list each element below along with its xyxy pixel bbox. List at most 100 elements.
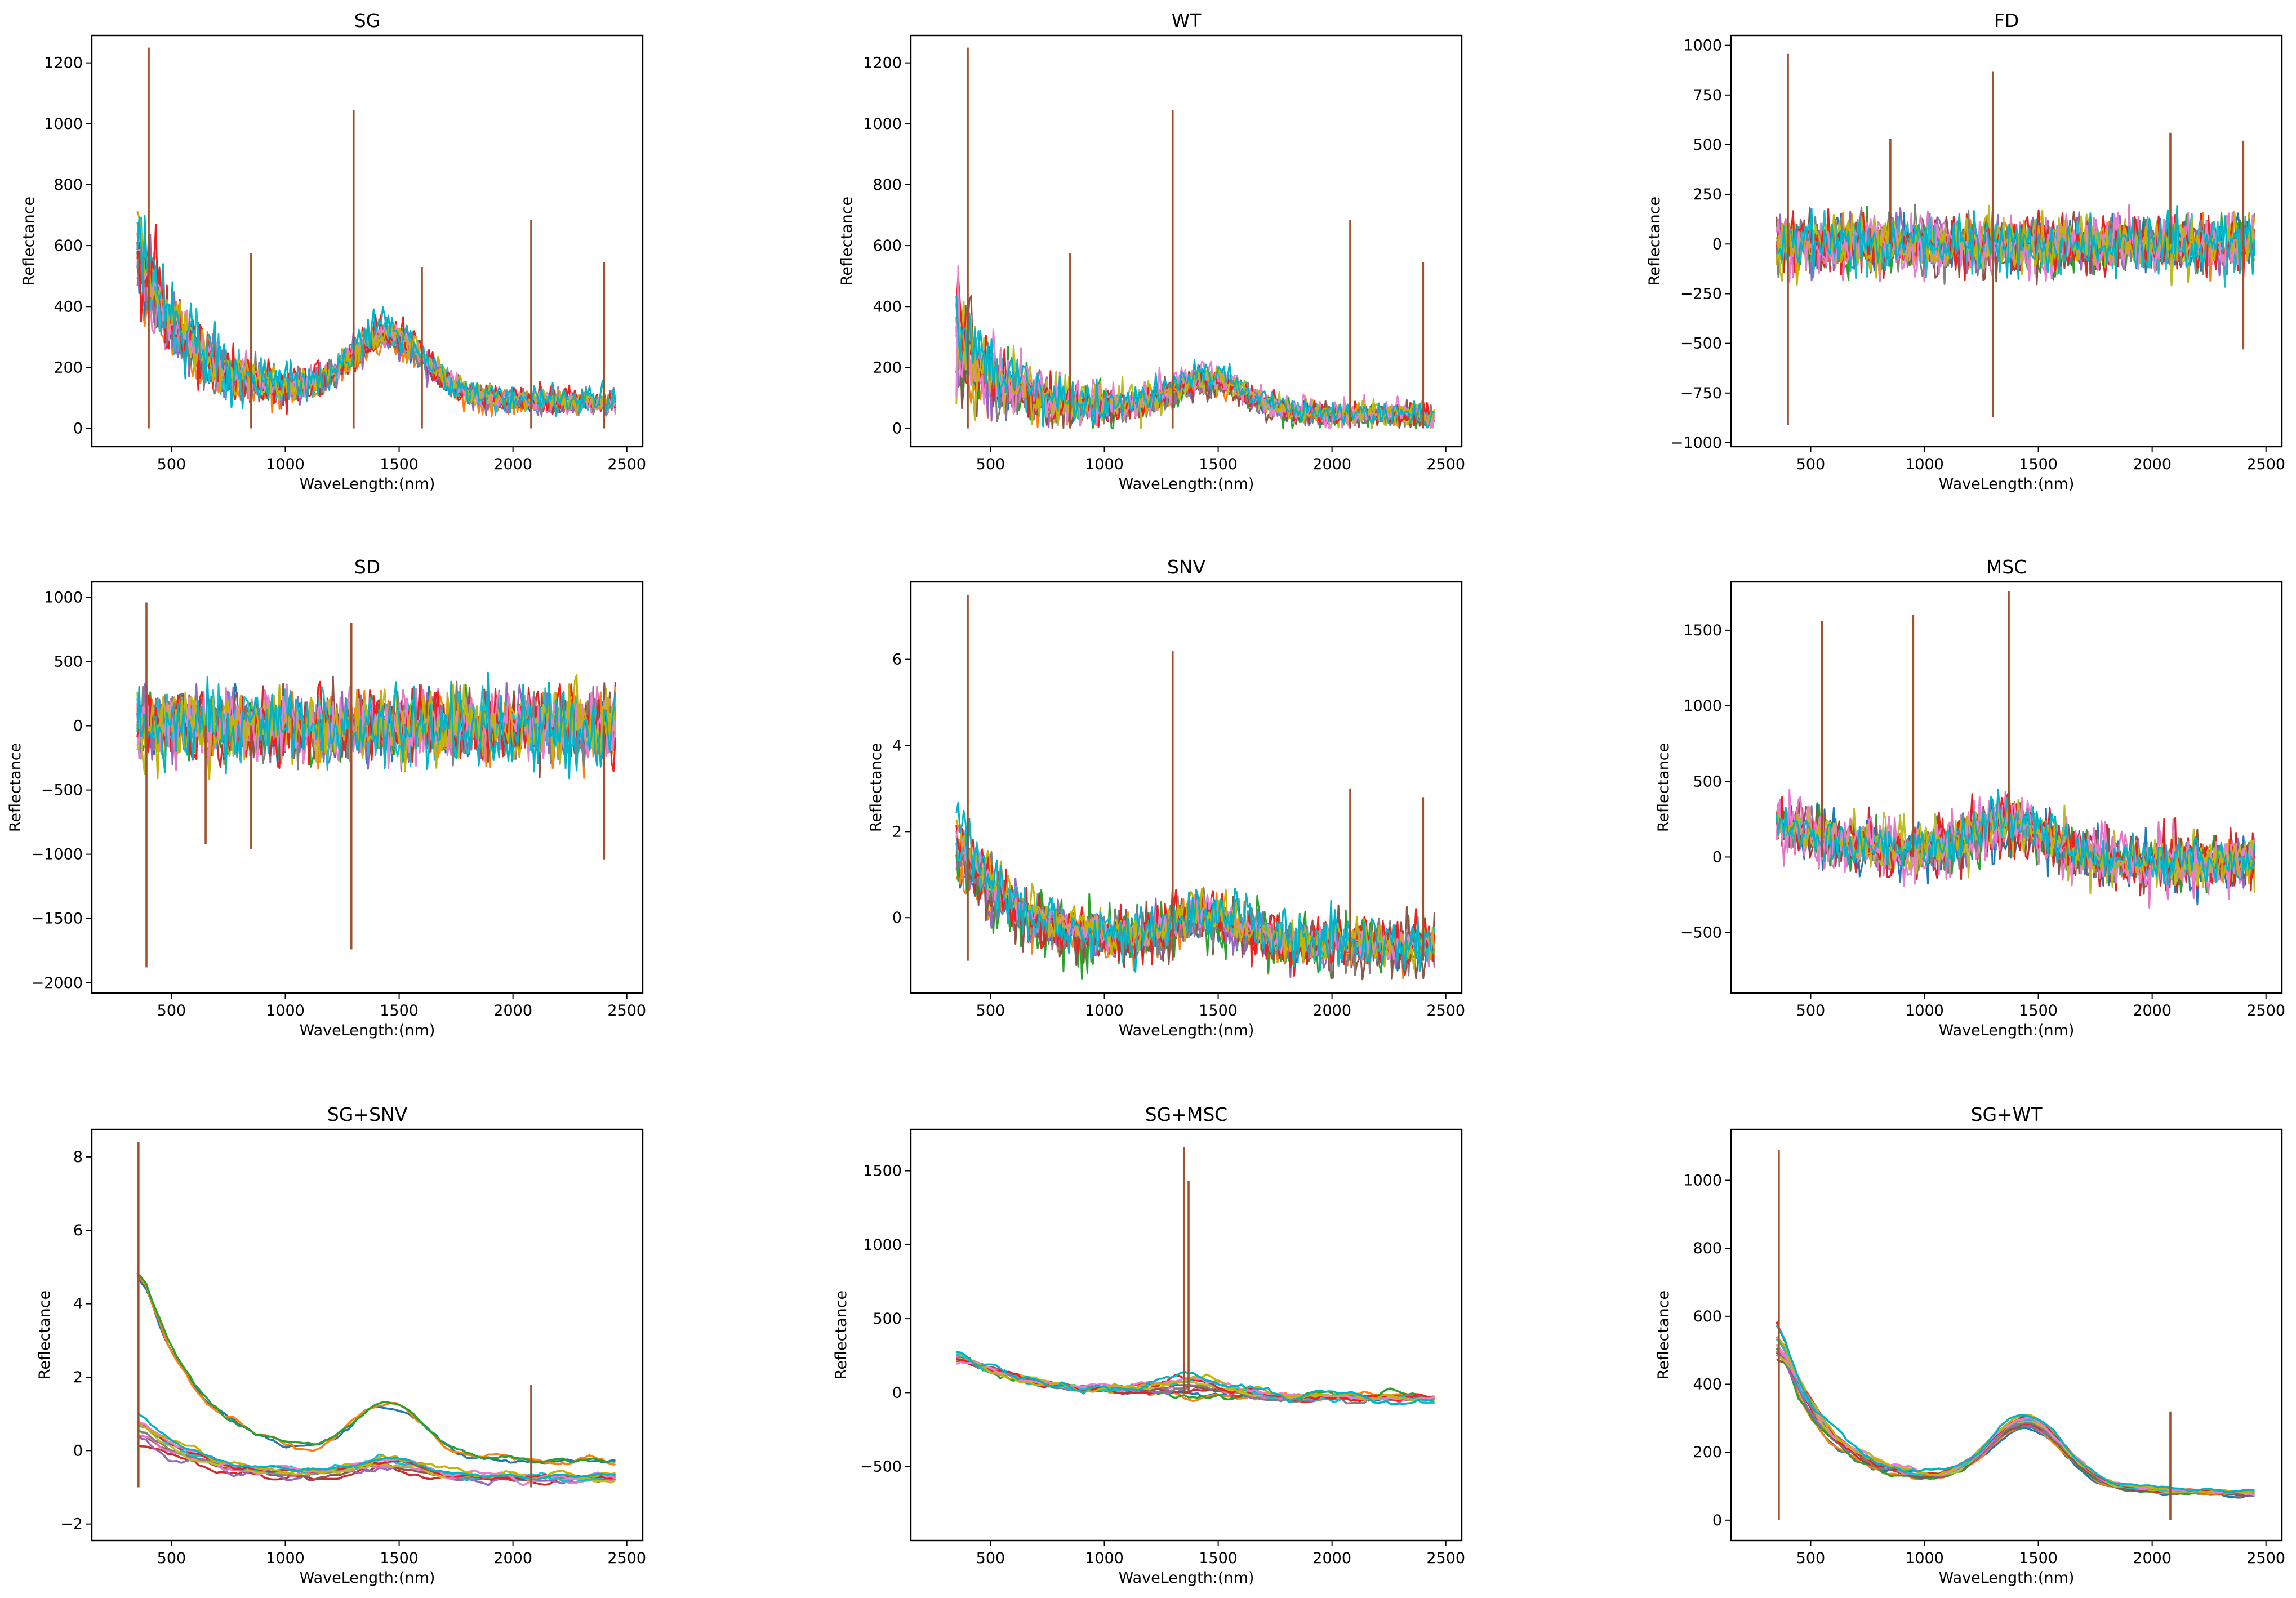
x-axis-label: WaveLength:(nm) <box>1119 1569 1254 1587</box>
series-line-2 <box>136 1272 616 1466</box>
y-tick-label: 800 <box>1693 1240 1722 1257</box>
series-line-14 <box>136 1412 616 1481</box>
panel-sd: SD 500 1000 1500 2000 2500 −2000 −1500 −1000 −50… <box>7 556 646 1039</box>
x-tick-label: 1000 <box>1085 456 1124 473</box>
x-tick-label: 1500 <box>1199 1550 1238 1567</box>
y-tick-label: −1500 <box>32 910 83 928</box>
x-tick-label: 2000 <box>1312 1550 1351 1567</box>
plot-frame <box>910 34 1463 448</box>
series-line-12 <box>956 1361 1435 1401</box>
panel-msc: MSC 500 1000 1500 2000 2500−500050010001500 … <box>1655 556 2285 1039</box>
y-tick-label: 500 <box>1693 773 1722 790</box>
y-tick-label: 400 <box>873 298 902 315</box>
series-line-14 <box>956 1351 1435 1405</box>
tick-layer: 500 1000 1500 2000 2500 −1000 −750 −500 −250 0 250… <box>1671 37 2285 473</box>
series-line-14 <box>1776 204 2255 280</box>
x-tick-label: 1500 <box>1199 1002 1238 1020</box>
x-tick-label: 1500 <box>380 1002 419 1020</box>
series-layer <box>136 671 616 781</box>
series-layer <box>1776 1321 2255 1499</box>
y-tick-label: 1000 <box>1683 1172 1722 1189</box>
x-axis-label: WaveLength:(nm) <box>1939 1569 2075 1587</box>
y-tick-label: 500 <box>1693 136 1722 154</box>
x-tick-label: 2000 <box>493 1002 532 1020</box>
y-tick-label: −500 <box>1680 924 1722 942</box>
y-tick-label: 500 <box>873 1310 902 1328</box>
x-tick-label: 2000 <box>2133 1002 2172 1020</box>
x-axis-label: WaveLength:(nm) <box>1119 1022 1254 1039</box>
panel-sg: SG 500 1000 1500 2000 2500 0 200 400 600 800 1000 1… <box>20 10 646 493</box>
x-tick-label: 2000 <box>493 1550 532 1567</box>
series-line-14 <box>1776 789 2255 886</box>
series-line-13 <box>955 1351 1435 1402</box>
x-axis-label: WaveLength:(nm) <box>1939 1022 2075 1039</box>
spike-layer <box>967 47 1425 429</box>
chart-title: SD <box>354 556 380 578</box>
y-tick-label: 0 <box>1712 848 1722 866</box>
y-tick-label: 8 <box>73 1149 83 1166</box>
x-axis-label: WaveLength:(nm) <box>300 1022 435 1039</box>
x-tick-label: 1000 <box>1905 1550 1944 1567</box>
x-tick-label: 500 <box>976 456 1005 473</box>
x-tick-label: 1500 <box>2019 1550 2058 1567</box>
tick-layer: 500 1000 1500 2000 2500 −500 0 500 1000 1500 <box>1680 622 2285 1020</box>
panel-wt: WT 500 1000 1500 2000 2500 0 200 400 600 800 1000 1… <box>838 10 1465 493</box>
y-tick-label: 0 <box>73 420 83 438</box>
y-tick-label: 250 <box>1693 186 1722 203</box>
y-tick-label: 1200 <box>44 55 83 72</box>
series-layer <box>136 211 616 417</box>
series-line-13 <box>136 674 616 781</box>
y-tick-label: 600 <box>54 237 83 255</box>
x-tick-label: 500 <box>1796 1002 1826 1020</box>
spike-layer <box>1821 591 2010 857</box>
series-line-14 <box>955 802 1435 973</box>
series-line-9 <box>136 1422 616 1484</box>
series-line-14 <box>136 215 616 417</box>
y-tick-label: 750 <box>1693 87 1722 104</box>
y-tick-label: 400 <box>54 298 83 315</box>
y-tick-label: −250 <box>1680 285 1722 302</box>
x-tick-label: 2500 <box>2246 1002 2285 1020</box>
tick-layer: 500 1000 1500 2000 2500 0 2 4 6 <box>892 651 1465 1020</box>
y-tick-label: −500 <box>41 782 83 799</box>
series-layer <box>955 265 1435 430</box>
y-tick-label: 200 <box>873 359 902 376</box>
series-layer <box>955 802 1435 981</box>
x-tick-label: 1000 <box>1905 1002 1944 1020</box>
series-line-13 <box>1776 802 2255 884</box>
y-tick-label: 1000 <box>1683 697 1722 715</box>
y-tick-label: 1000 <box>44 589 83 606</box>
plot-frame <box>91 34 644 448</box>
x-tick-label: 2500 <box>1426 456 1465 473</box>
chart-title: WT <box>1172 10 1202 32</box>
x-tick-label: 500 <box>157 456 186 473</box>
x-axis-label: WaveLength:(nm) <box>1119 475 1254 493</box>
plot-frame <box>1730 581 2283 994</box>
y-axis-label: Reflectance <box>1655 743 1672 832</box>
y-axis-label: Reflectance <box>867 743 885 832</box>
spike-layer <box>148 47 606 429</box>
y-tick-label: 1200 <box>863 55 902 72</box>
chart-title: SG+MSC <box>1145 1103 1228 1125</box>
series-line-14 <box>955 295 1435 429</box>
x-tick-label: 2500 <box>1426 1002 1465 1020</box>
y-tick-label: 0 <box>892 1384 902 1401</box>
y-tick-label: −1000 <box>1671 434 1722 452</box>
chart-title: SNV <box>1167 556 1206 578</box>
y-tick-label: −1000 <box>32 846 83 863</box>
chart-title: SG+WT <box>1971 1103 2043 1125</box>
y-tick-label: 1500 <box>1683 622 1722 639</box>
y-tick-label: 1000 <box>1683 37 1722 55</box>
tick-layer: 500 1000 1500 2000 2500 0 200 400 600 800 1000 <box>1683 1172 2285 1567</box>
y-tick-label: 1000 <box>863 1236 902 1254</box>
tick-layer: 500 1000 1500 2000 2500 −2000 −1500 −1000 −500 0 5… <box>32 589 646 1020</box>
y-tick-label: 2 <box>73 1369 83 1386</box>
y-axis-label: Reflectance <box>36 1290 54 1379</box>
y-tick-label: −500 <box>1680 335 1722 353</box>
x-tick-label: 500 <box>1796 456 1826 473</box>
panel-fd: FD 500 1000 1500 2000 2500 −1000 −750 −500 −250 0… <box>1646 10 2285 493</box>
y-tick-label: −2000 <box>32 974 83 992</box>
panel-snv: SNV 500 1000 1500 2000 2500 0 2 4 6 WaveLength:(… <box>867 556 1465 1039</box>
plot-frame <box>91 1128 644 1542</box>
x-tick-label: 1000 <box>1085 1002 1124 1020</box>
